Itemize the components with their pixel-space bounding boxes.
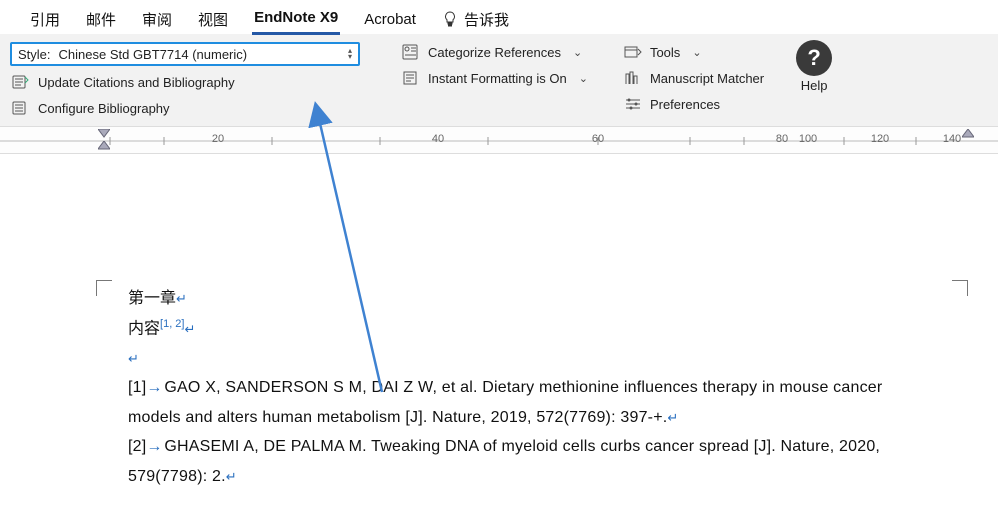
style-selector-highlight: Style: Chinese Std GBT7714 (numeric) ▴▾ xyxy=(10,42,360,66)
horizontal-ruler[interactable]: 20 40 60 80 100 120 140 xyxy=(0,126,998,154)
paragraph-mark-icon: ↵ xyxy=(667,410,678,425)
content-line: 内容[1, 2]↵ xyxy=(128,314,938,344)
ruler-number: 120 xyxy=(871,133,889,145)
ref-text: GAO X, SANDERSON S M, DAI Z W, et al. Di… xyxy=(128,379,882,426)
reference-entry: [1] → GAO X, SANDERSON S M, DAI Z W, et … xyxy=(128,373,938,432)
chevron-down-icon: ⌄ xyxy=(692,46,701,59)
chevron-down-icon: ⌄ xyxy=(573,46,582,59)
word-ribbon-tabs: 引用 邮件 审阅 视图 EndNote X9 Acrobat 告诉我 xyxy=(0,0,998,34)
ruler-number: 140 xyxy=(943,133,961,145)
configure-bibliography-icon xyxy=(12,100,30,116)
preferences-icon xyxy=(624,96,642,112)
categorize-references-button[interactable]: Categorize References ⌄ xyxy=(400,42,590,62)
paragraph-mark-icon: ↵ xyxy=(176,291,187,306)
page-margin-corner-right xyxy=(952,280,968,296)
instant-formatting-label: Instant Formatting is On xyxy=(428,71,567,86)
help-icon: ? xyxy=(796,40,832,76)
ref-text: GHASEMI A, DE PALMA M. Tweaking DNA of m… xyxy=(128,438,880,485)
update-citations-label: Update Citations and Bibliography xyxy=(38,75,235,90)
reference-entry: [2] → GHASEMI A, DE PALMA M. Tweaking DN… xyxy=(128,432,938,491)
tab-acrobat[interactable]: Acrobat xyxy=(362,7,418,34)
tab-review[interactable]: 审阅 xyxy=(140,5,174,36)
instant-formatting-icon xyxy=(402,70,420,86)
tell-me[interactable]: 告诉我 xyxy=(440,5,511,36)
manuscript-matcher-icon xyxy=(624,70,642,86)
help-button[interactable]: ? Help xyxy=(796,40,832,93)
endnote-ribbon: Style: Chinese Std GBT7714 (numeric) ▴▾ … xyxy=(0,34,998,126)
left-indent-marker[interactable] xyxy=(98,141,110,151)
preferences-button[interactable]: Preferences xyxy=(622,94,766,114)
ref-number: [2] xyxy=(128,438,146,455)
tools-label: Tools xyxy=(650,45,680,60)
ribbon-group-tools: Tools ⌄ Manuscript Matcher Preferences xyxy=(622,40,766,114)
ribbon-group-format: Categorize References ⌄ Instant Formatti… xyxy=(400,40,590,88)
configure-bibliography-button[interactable]: Configure Bibliography xyxy=(10,98,360,118)
paragraph-mark-icon: ↵ xyxy=(226,469,237,484)
heading-line: 第一章↵ xyxy=(128,284,938,314)
ruler-number: 100 xyxy=(799,133,817,145)
page-margin-corner-left xyxy=(96,280,112,296)
style-label: Style: xyxy=(18,47,51,62)
lightbulb-icon xyxy=(442,11,458,27)
categorize-references-label: Categorize References xyxy=(428,45,561,60)
help-label: Help xyxy=(801,78,828,93)
heading-text: 第一章 xyxy=(128,290,176,307)
ref-number: [1] xyxy=(128,379,146,396)
tab-endnote-x9[interactable]: EndNote X9 xyxy=(252,5,340,35)
empty-line: ↵ xyxy=(128,344,938,374)
ribbon-group-bibliography: Style: Chinese Std GBT7714 (numeric) ▴▾ … xyxy=(10,40,360,118)
manuscript-matcher-label: Manuscript Matcher xyxy=(650,71,764,86)
ruler-number: 20 xyxy=(212,133,224,145)
tab-references[interactable]: 引用 xyxy=(28,5,62,36)
ruler-number: 80 xyxy=(776,133,788,145)
tools-button[interactable]: Tools ⌄ xyxy=(622,42,766,62)
document-body[interactable]: 第一章↵ 内容[1, 2]↵ ↵ [1] → GAO X, SANDERSON … xyxy=(128,284,938,491)
tab-char-icon: → xyxy=(146,373,164,403)
update-citations-icon xyxy=(12,74,30,90)
ruler-number: 40 xyxy=(432,133,444,145)
paragraph-mark-icon: ↵ xyxy=(184,321,195,336)
instant-formatting-button[interactable]: Instant Formatting is On ⌄ xyxy=(400,68,590,88)
ruler-number: 60 xyxy=(592,133,604,145)
configure-bibliography-label: Configure Bibliography xyxy=(38,101,170,116)
preferences-label: Preferences xyxy=(650,97,720,112)
tools-icon xyxy=(624,44,642,60)
manuscript-matcher-button[interactable]: Manuscript Matcher xyxy=(622,68,766,88)
paragraph-mark-icon: ↵ xyxy=(128,351,139,366)
content-text: 内容 xyxy=(128,320,160,337)
style-value: Chinese Std GBT7714 (numeric) xyxy=(59,47,248,62)
right-indent-marker[interactable] xyxy=(962,129,974,139)
categorize-icon xyxy=(402,44,420,60)
tab-view[interactable]: 视图 xyxy=(196,5,230,36)
update-citations-button[interactable]: Update Citations and Bibliography xyxy=(10,72,360,92)
document-page[interactable]: 第一章↵ 内容[1, 2]↵ ↵ [1] → GAO X, SANDERSON … xyxy=(0,154,998,531)
dropdown-spinner-icon: ▴▾ xyxy=(348,48,352,60)
chevron-down-icon: ⌄ xyxy=(579,72,588,85)
tab-char-icon: → xyxy=(146,432,164,462)
style-dropdown[interactable]: Chinese Std GBT7714 (numeric) ▴▾ xyxy=(59,44,356,64)
tab-mail[interactable]: 邮件 xyxy=(84,5,118,36)
first-line-indent-marker[interactable] xyxy=(98,129,110,139)
tell-me-label: 告诉我 xyxy=(464,9,509,30)
citation-superscript: [1, 2] xyxy=(160,318,184,330)
ruler-ticks: 20 40 60 80 100 120 140 xyxy=(0,127,998,153)
